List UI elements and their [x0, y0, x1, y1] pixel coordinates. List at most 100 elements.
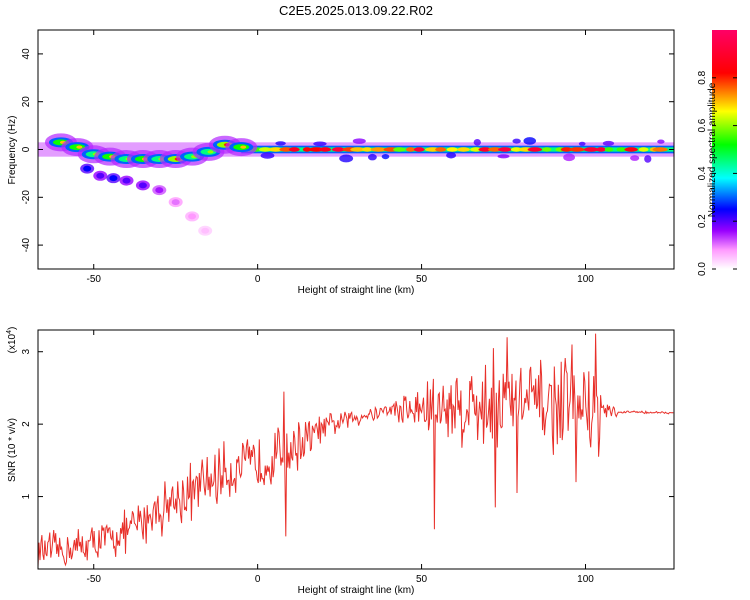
band-ridge-cell — [350, 147, 365, 152]
band-fringe-cell — [602, 140, 615, 146]
x-tick-label: -50 — [87, 574, 102, 585]
secondary-trace-core — [188, 213, 197, 220]
snr-series-line — [38, 333, 674, 567]
band-fringe-cell — [260, 152, 275, 159]
colorbar-tick-label: 0.6 — [697, 118, 708, 132]
band-ridge-cell — [259, 147, 272, 152]
spectrogram-x-ticks: -50 0 50 100 — [87, 30, 594, 285]
snr-frame — [37, 329, 675, 570]
x-tick-label: 0 — [255, 574, 261, 585]
band-fringe-cell — [473, 138, 481, 146]
band-ridge-cell — [446, 147, 458, 152]
band-ridge-cell — [527, 147, 543, 152]
band-ridge-cell — [569, 147, 585, 152]
band-fringe-cell — [313, 141, 327, 147]
colorbar-tick-label: 0.0 — [697, 262, 708, 276]
x-tick-label: 100 — [577, 274, 594, 285]
band-ridge-cell — [488, 147, 502, 152]
y-tick-label: 0 — [21, 146, 32, 152]
band-ridge-cell — [413, 147, 425, 152]
x-tick-label: 0 — [255, 274, 261, 285]
snr-x-ticks: -50 0 50 100 — [87, 330, 594, 585]
figure-title: C2E5.2025.013.09.22.R02 — [279, 3, 433, 18]
colorbar-label: Normalized spectral amplitude — [707, 82, 718, 217]
secondary-trace-core — [96, 172, 105, 179]
snr-y-ticks: 1 2 3 — [21, 349, 674, 499]
band-ridge-cell — [638, 147, 649, 152]
band-ridge-cell — [624, 147, 638, 152]
spectrogram-x-label: Height of straight line (km) — [298, 285, 415, 296]
band-ridge-cell — [331, 147, 345, 152]
snr-plot-area — [38, 330, 674, 569]
band-ridge-cell — [302, 147, 312, 152]
y-tick-label: 20 — [21, 96, 32, 108]
band-ridge-cell — [560, 147, 573, 152]
band-ridge-cell — [510, 147, 522, 152]
band-fringe-cell — [523, 137, 537, 145]
band-fringe-cell — [563, 153, 575, 162]
band-ridge-cell — [288, 147, 300, 152]
y-tick-label: 2 — [21, 421, 32, 427]
band-fringe-cell — [381, 153, 390, 160]
band-ridge-cell — [279, 147, 293, 152]
snr-y-multiplier: (x104) — [6, 327, 18, 354]
spectrogram-heatmap — [38, 133, 674, 236]
band-fringe-cell — [352, 138, 366, 144]
band-fringe-cell — [275, 141, 286, 146]
band-ridge-cell — [470, 147, 482, 152]
band-ridge-cell — [319, 147, 332, 152]
colorbar-gradient — [712, 30, 737, 269]
band-fringe-cell — [512, 138, 521, 144]
band-ridge-cell — [405, 147, 416, 152]
snr-y-label: SNR (10 * v/v) — [7, 418, 18, 482]
band-fringe-cell — [339, 154, 354, 163]
spectrogram-panel: -50 0 50 100 -40 -20 0 20 40 Height of straight… — [7, 29, 675, 296]
band-ridge-cell — [268, 147, 283, 152]
band-ridge-cell — [362, 147, 373, 152]
x-tick-label: 50 — [416, 274, 428, 285]
branch-peak-cell — [207, 150, 214, 154]
secondary-trace-core — [83, 165, 92, 172]
band-ridge-cell — [583, 147, 599, 152]
colorbar-tick-label: 0.2 — [697, 214, 708, 228]
spectrogram-y-label: Frequency (Hz) — [7, 116, 18, 185]
x-tick-label: 100 — [577, 574, 594, 585]
secondary-trace-core — [122, 177, 131, 184]
y-tick-label: 1 — [21, 493, 32, 499]
band-ridge-cell — [457, 147, 470, 152]
band-ridge-cell — [652, 147, 668, 152]
band-ridge-cell — [497, 147, 512, 152]
band-fringe-cell — [644, 155, 652, 163]
y-tick-label: 40 — [21, 48, 32, 60]
band-ridge-cell — [435, 147, 447, 152]
y-tick-label: -40 — [21, 237, 32, 252]
branch-peak-cell — [76, 145, 83, 149]
band-ridge-cell — [604, 147, 614, 152]
band-fringe-cell — [630, 155, 640, 161]
colorbar-tick-label: 0.8 — [697, 70, 708, 84]
branch-peak-cell — [240, 145, 247, 149]
spectrogram-y-ticks: -40 -20 0 20 40 — [21, 48, 674, 252]
secondary-trace-core — [171, 199, 180, 206]
secondary-trace-core — [109, 175, 118, 182]
band-ridge-cell — [616, 147, 627, 152]
band-ridge-cell — [370, 147, 387, 152]
secondary-trace-core — [138, 182, 147, 189]
secondary-trace-core — [155, 187, 164, 194]
band-ridge-cell — [393, 147, 406, 152]
band-ridge-cell — [595, 147, 607, 152]
band-fringe-cell — [446, 152, 457, 159]
x-tick-label: 50 — [416, 574, 428, 585]
band-ridge-cell — [478, 147, 492, 152]
band-fringe-cell — [578, 141, 586, 146]
y-tick-label: -20 — [21, 190, 32, 205]
y-tick-label: 3 — [21, 349, 32, 355]
x-tick-label: -50 — [87, 274, 102, 285]
band-fringe-cell — [657, 139, 665, 144]
snr-x-label: Height of straight line (km) — [298, 585, 415, 596]
colorbar-tick-label: 0.4 — [697, 166, 708, 180]
band-ridge-cell — [542, 147, 552, 152]
colorbar-ticks: 0.0 0.2 0.4 0.6 0.8 — [697, 70, 737, 276]
colorbar: 0.0 0.2 0.4 0.6 0.8 Normalized spectral ampl… — [697, 30, 737, 276]
